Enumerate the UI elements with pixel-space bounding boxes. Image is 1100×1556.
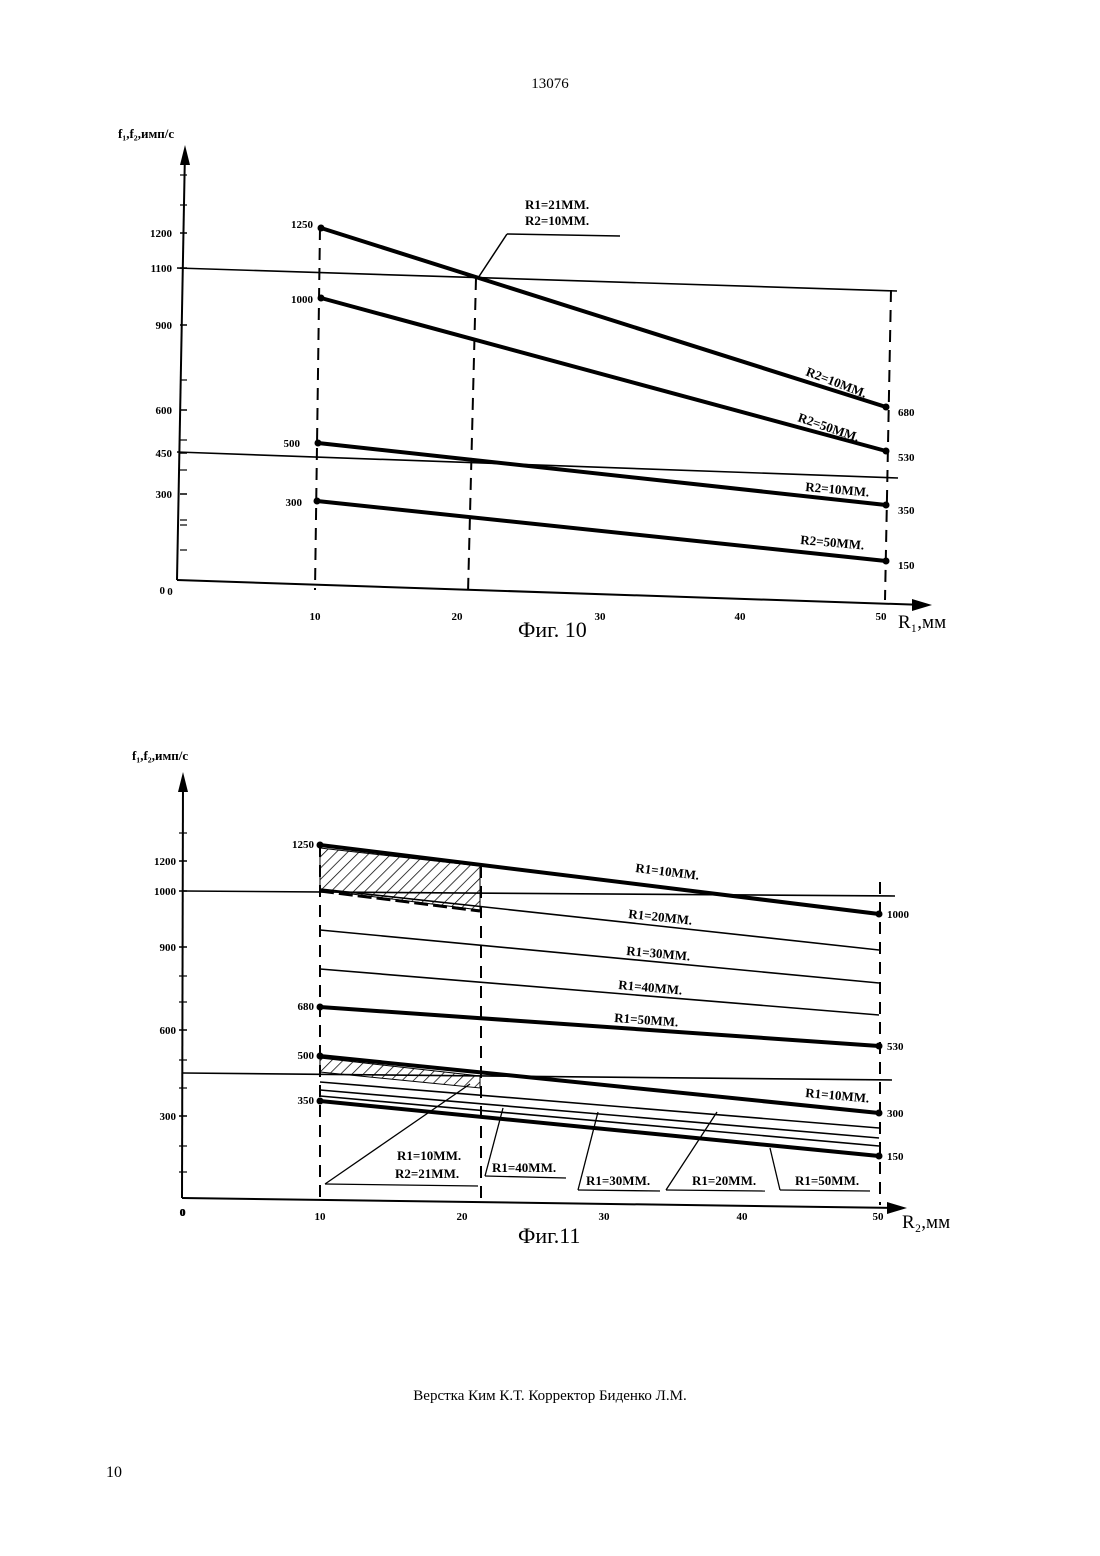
fig11-annot-r1-20: R1=20ММ. <box>692 1173 756 1188</box>
fig11-point <box>876 1043 883 1050</box>
fig11-caption: Фиг.11 <box>518 1223 580 1248</box>
fig11-x-tick-label: 50 <box>873 1211 885 1223</box>
fig11-point <box>317 1098 324 1105</box>
fig11-annot-r1-30: R1=30ММ. <box>586 1173 650 1188</box>
fig11-point-label: 150 <box>887 1151 904 1163</box>
fig11-y-tick-label: 300 <box>160 1111 177 1123</box>
fig11-point-label: 350 <box>298 1095 315 1107</box>
fig11-x-ticks: 0 10 20 30 40 50 <box>180 1207 884 1223</box>
fig11-x-tick-label: 30 <box>599 1211 611 1223</box>
fig11-x-axis-title: R₂,мм <box>902 1212 950 1233</box>
fig11-annot-r1-40: R1=40ММ. <box>492 1160 556 1175</box>
fig11-upper-series-line <box>320 1007 879 1046</box>
fig11-upper-series-line <box>320 889 879 950</box>
fig11-point-label: 680 <box>298 1001 315 1013</box>
fig11-annot-r1-50: R1=50ММ. <box>795 1173 859 1188</box>
fig11-hatched-regions <box>320 848 480 1088</box>
figure-11-chart: f₁,f₂,имп/с R₂,мм 0 300 600 900 1000 1200 0 10… <box>0 0 1100 1300</box>
fig11-x-tick-label: 10 <box>315 1211 327 1223</box>
fig11-point-label: 1000 <box>887 909 910 921</box>
fig11-y-axis-title: f₁,f₂,имп/с <box>132 748 188 763</box>
fig11-point-label: 1250 <box>292 839 315 851</box>
fig11-lower-series-line <box>320 1090 879 1138</box>
fig11-upper-series-line <box>320 969 879 1015</box>
fig11-point-label: 500 <box>298 1050 315 1062</box>
fig11-point-label: 300 <box>887 1108 904 1120</box>
fig11-upper-series-line <box>320 930 879 983</box>
fig11-y-tick-label: 1200 <box>154 856 177 868</box>
fig11-point-label: 530 <box>887 1041 904 1053</box>
fig11-lower-series-name: R1=10ММ. <box>805 1085 870 1106</box>
fig11-y-tick-label: 600 <box>160 1025 177 1037</box>
fig11-y-tick-label: 1000 <box>154 886 177 898</box>
fig11-point <box>317 1004 324 1011</box>
fig11-x-tick-label: 40 <box>737 1211 749 1223</box>
fig11-threshold-lines <box>183 891 895 1080</box>
fig11-point <box>317 1053 324 1060</box>
fig11-x-tick-label: 0 <box>180 1207 186 1219</box>
fig11-point <box>876 1110 883 1117</box>
footer-credits: Верстка Ким К.Т. Корректор Биденко Л.М. <box>0 1388 1100 1405</box>
fig11-x-tick-label: 20 <box>457 1211 469 1223</box>
page-number-bottom: 10 <box>106 1464 122 1482</box>
fig11-y-tick-label: 900 <box>160 942 177 954</box>
fig11-point <box>876 911 883 918</box>
fig11-point <box>317 842 324 849</box>
fig11-upper-series-name: R1=10ММ. <box>635 860 700 883</box>
fig11-threshold-1000 <box>183 891 895 896</box>
fig11-point <box>876 1153 883 1160</box>
fig11-annot-r2-21: R2=21ММ. <box>395 1166 459 1181</box>
fig11-annot-r1-10: R1=10ММ. <box>397 1148 461 1163</box>
